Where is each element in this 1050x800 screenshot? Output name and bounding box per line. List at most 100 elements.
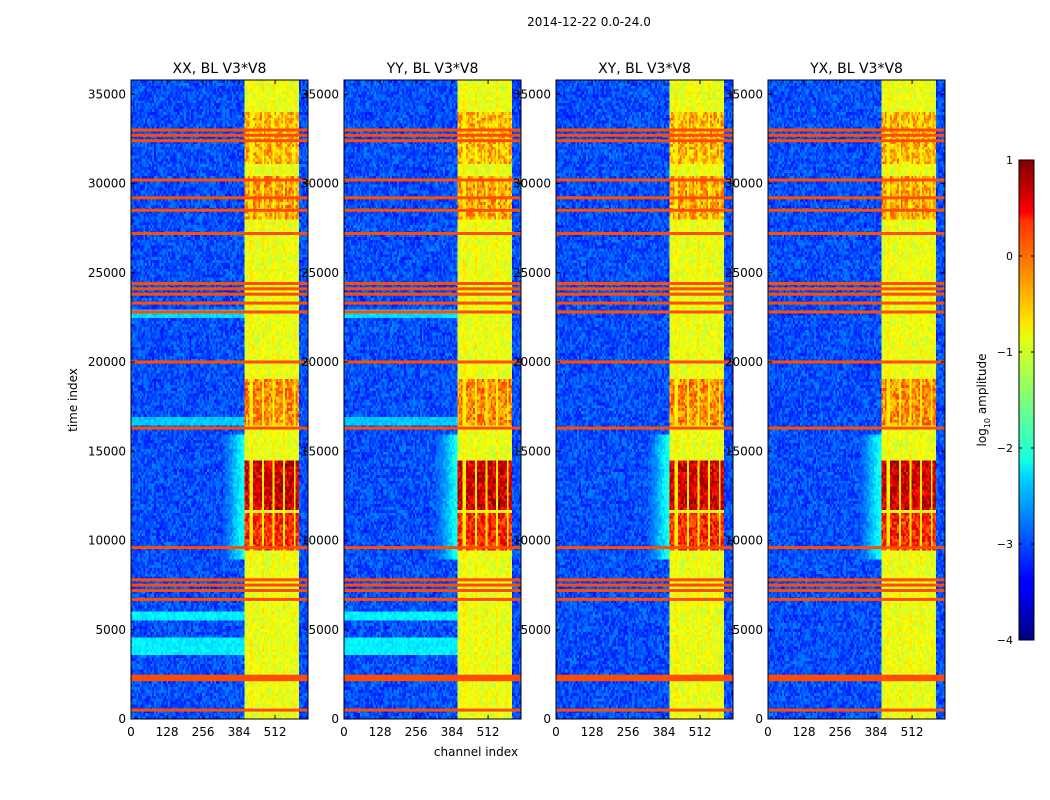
y-tick-label: 25000 [513, 266, 551, 280]
y-tick-label: 25000 [301, 266, 339, 280]
flagged-row [344, 584, 521, 587]
flagged-row [131, 361, 308, 364]
flagged-row [344, 578, 521, 581]
flagged-row [344, 675, 521, 678]
y-tick-label: 35000 [301, 87, 339, 101]
flagged-row [556, 546, 733, 549]
flagged-row [344, 196, 521, 199]
colorbar-tick-label: 1 [1006, 154, 1013, 167]
colorbar-tick-label: 0 [1006, 250, 1013, 263]
flagged-row [556, 179, 733, 182]
y-tick-label: 15000 [725, 444, 763, 458]
flagged-row [131, 287, 308, 290]
flagged-row [344, 287, 521, 290]
flagged-row [344, 232, 521, 235]
flagged-row [344, 589, 521, 592]
flagged-row [768, 589, 945, 592]
flagged-row [131, 139, 308, 142]
flagged-row [556, 139, 733, 142]
y-tick-label: 30000 [301, 177, 339, 191]
x-tick-label: 0 [340, 725, 348, 739]
flagged-row [556, 311, 733, 314]
flagged-row [556, 578, 733, 581]
x-tick-label: 128 [581, 725, 604, 739]
flagged-row [344, 209, 521, 212]
flagged-row [556, 129, 733, 132]
flagged-row [556, 598, 733, 601]
panel-4: YX, BL V3*V80 128 256 384 512050001000015000… [725, 61, 946, 739]
y-tick-label: 10000 [88, 534, 126, 548]
flagged-row [344, 302, 521, 305]
x-tick-label: 384 [653, 725, 676, 739]
flagged-row [344, 311, 521, 314]
heatmap-cells [131, 80, 308, 719]
flagged-row [131, 546, 308, 549]
colorbar-tick-label: −3 [997, 538, 1013, 551]
y-tick-label: 35000 [88, 87, 126, 101]
y-tick-label: 20000 [88, 355, 126, 369]
y-tick-label: 35000 [513, 87, 551, 101]
x-tick-label: 512 [689, 725, 712, 739]
flagged-row [768, 546, 945, 549]
colorbar-tick-label: −2 [997, 442, 1013, 455]
flagged-row [768, 179, 945, 182]
y-tick-label: 10000 [301, 534, 339, 548]
flagged-row [344, 282, 521, 285]
x-tick-label: 256 [192, 725, 215, 739]
flagged-row [131, 196, 308, 199]
y-tick-label: 35000 [725, 87, 763, 101]
x-tick-label: 384 [441, 725, 464, 739]
panel-title: XX, BL V3*V8 [173, 61, 267, 77]
flagged-row [556, 293, 733, 296]
flagged-row [768, 232, 945, 235]
y-tick-label: 30000 [88, 177, 126, 191]
y-tick-label: 20000 [513, 355, 551, 369]
y-tick-label: 0 [331, 712, 339, 726]
flagged-row [768, 196, 945, 199]
flagged-row [556, 287, 733, 290]
panel-1: XX, BL V3*V80 128 256 384 512050001000015000… [88, 61, 309, 739]
y-tick-label: 30000 [725, 177, 763, 191]
x-tick-label: 512 [901, 725, 924, 739]
flagged-row [131, 584, 308, 587]
y-tick-label: 5000 [732, 623, 763, 637]
flagged-row [768, 282, 945, 285]
flagged-row [556, 584, 733, 587]
flagged-row [344, 179, 521, 182]
flagged-row [131, 709, 308, 712]
flagged-row [768, 129, 945, 132]
flagged-row [131, 134, 308, 137]
flagged-row [768, 578, 945, 581]
y-tick-label: 30000 [513, 177, 551, 191]
flagged-row [344, 546, 521, 549]
colorbar-tick-label: −4 [997, 634, 1013, 647]
flagged-row [768, 139, 945, 142]
y-axis-label: time index [66, 368, 80, 432]
flagged-row [344, 129, 521, 132]
y-tick-label: 15000 [301, 444, 339, 458]
flagged-row [768, 287, 945, 290]
y-tick-label: 15000 [88, 444, 126, 458]
x-tick-label: 256 [405, 725, 428, 739]
x-axis-label: channel index [434, 745, 518, 759]
flagged-row [131, 427, 308, 430]
flagged-row [344, 427, 521, 430]
x-tick-label: 128 [793, 725, 816, 739]
flagged-row [344, 134, 521, 137]
x-tick-label: 512 [477, 725, 500, 739]
y-tick-label: 5000 [95, 623, 126, 637]
flagged-row [768, 361, 945, 364]
flagged-row [131, 302, 308, 305]
y-tick-label: 0 [118, 712, 126, 726]
flagged-row [131, 209, 308, 212]
flagged-row [556, 675, 733, 678]
x-tick-label: 256 [617, 725, 640, 739]
flagged-row [344, 293, 521, 296]
y-tick-label: 10000 [513, 534, 551, 548]
x-tick-label: 512 [264, 725, 287, 739]
x-tick-label: 128 [369, 725, 392, 739]
flagged-row [131, 578, 308, 581]
y-tick-label: 0 [755, 712, 763, 726]
flagged-row [556, 709, 733, 712]
y-tick-label: 5000 [520, 623, 551, 637]
